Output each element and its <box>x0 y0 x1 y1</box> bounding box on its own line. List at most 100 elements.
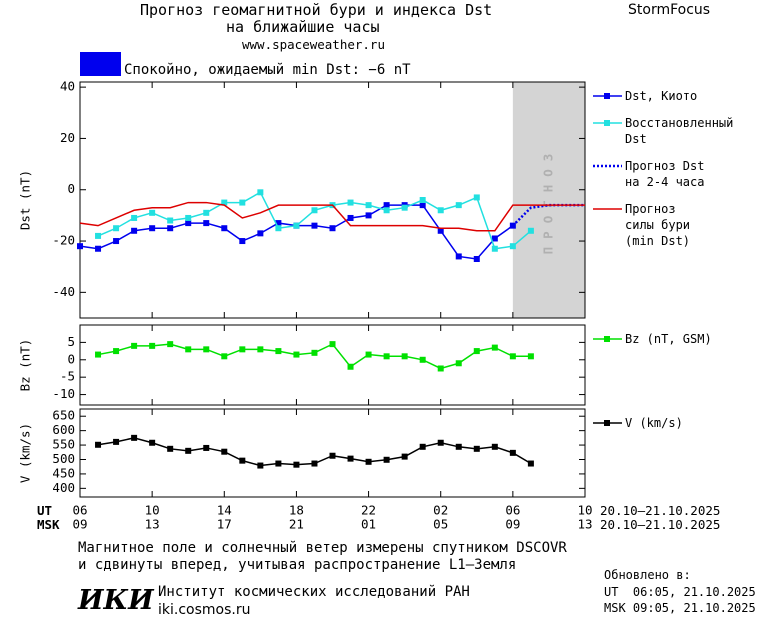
series-line <box>97 191 532 250</box>
y-tick-label: 500 <box>52 451 75 466</box>
data-point <box>509 353 516 360</box>
legend-marker <box>604 93 610 99</box>
plot-frame <box>79 408 586 498</box>
data-point <box>347 214 354 221</box>
data-point <box>437 227 444 234</box>
data-point <box>365 202 372 209</box>
data-point <box>239 457 246 464</box>
y-tick-label: 450 <box>52 465 75 480</box>
data-point <box>365 458 372 465</box>
data-point <box>311 349 318 356</box>
data-point <box>509 243 516 250</box>
data-point <box>527 460 534 467</box>
data-point <box>77 243 83 250</box>
series-line <box>97 343 531 370</box>
data-point <box>185 346 192 353</box>
y-tick-label: 400 <box>52 480 75 495</box>
x-tick-label: 09 <box>72 517 87 532</box>
data-point <box>221 225 228 232</box>
data-point <box>221 199 228 206</box>
data-point <box>455 443 462 450</box>
data-point <box>329 341 336 348</box>
data-point <box>149 342 156 349</box>
x-tick-label: 10 <box>577 503 592 518</box>
data-point <box>113 348 120 355</box>
y-tick-label: -20 <box>52 233 75 248</box>
y-axis-label: Dst (nT) <box>18 170 33 230</box>
legend-entry: Восстановленный Dst <box>625 116 734 146</box>
data-point <box>131 227 138 234</box>
data-point <box>167 225 174 232</box>
data-point <box>113 238 120 245</box>
legend-entry: Прогноз Dst на 2-4 часа <box>625 159 705 189</box>
data-point <box>383 456 390 463</box>
data-point <box>437 207 444 214</box>
forecast-region <box>512 82 585 318</box>
legend-entry: Bz (nT, GSM) <box>625 332 712 346</box>
data-point <box>275 460 282 467</box>
y-tick-label: 40 <box>60 79 75 94</box>
data-point <box>257 230 264 237</box>
legend-marker <box>604 420 610 426</box>
note: и сдвинуты вперед, учитывая распростране… <box>78 557 517 573</box>
data-point <box>347 455 354 462</box>
data-point <box>419 197 426 203</box>
data-point <box>95 441 102 448</box>
data-point <box>257 346 264 353</box>
data-point <box>527 353 534 360</box>
data-point <box>473 256 480 262</box>
data-point <box>311 460 318 467</box>
data-point <box>419 356 426 363</box>
msk-label: MSK <box>37 517 60 532</box>
data-point <box>203 346 210 353</box>
legend-entry: Dst, Киото <box>625 89 698 103</box>
x-tick-label: 06 <box>505 503 520 518</box>
y-axis-label: V (km/s) <box>18 423 33 483</box>
data-point <box>401 204 408 211</box>
data-point <box>167 217 174 224</box>
data-point <box>239 199 246 206</box>
data-point <box>293 461 300 468</box>
data-point <box>455 202 462 209</box>
subtitle: на ближайшие часы <box>226 18 380 36</box>
x-tick-label: 13 <box>145 517 160 532</box>
data-point <box>365 351 372 358</box>
data-point <box>293 222 300 229</box>
data-point <box>131 214 138 221</box>
data-point <box>383 207 390 214</box>
data-point <box>167 341 174 348</box>
data-point <box>365 212 372 219</box>
data-point <box>257 462 264 469</box>
data-point <box>491 344 498 351</box>
data-point <box>203 220 210 227</box>
data-point <box>473 194 480 201</box>
institute: Институт космических исследований РАН <box>158 584 470 600</box>
x-tick-label: 01 <box>361 517 376 532</box>
data-point <box>491 245 498 252</box>
y-tick-label: 600 <box>52 422 75 437</box>
data-point <box>437 365 444 372</box>
data-point <box>221 448 228 455</box>
logo: ИКИ <box>78 585 154 616</box>
data-point <box>257 189 264 196</box>
data-point <box>293 351 300 358</box>
data-point <box>95 245 102 252</box>
data-point <box>491 235 498 242</box>
data-point <box>473 348 480 355</box>
x-tick-label: 09 <box>505 517 520 532</box>
data-point <box>275 225 282 232</box>
legend-marker <box>604 120 610 126</box>
data-point <box>95 351 102 358</box>
ut-dates: 20.10–21.10.2025 <box>600 503 721 518</box>
data-point <box>455 360 462 367</box>
data-point <box>275 348 282 355</box>
data-point <box>311 207 318 214</box>
y-tick-label: 5 <box>67 334 75 349</box>
data-point <box>149 225 156 232</box>
data-point <box>347 363 354 370</box>
updated-msk: MSK 09:05, 21.10.2025 <box>604 601 756 615</box>
x-tick-label: 13 <box>577 517 592 532</box>
legend-entry: Прогноз силы бури (min Dst) <box>625 202 691 248</box>
data-point <box>167 445 174 452</box>
data-point <box>221 353 228 360</box>
